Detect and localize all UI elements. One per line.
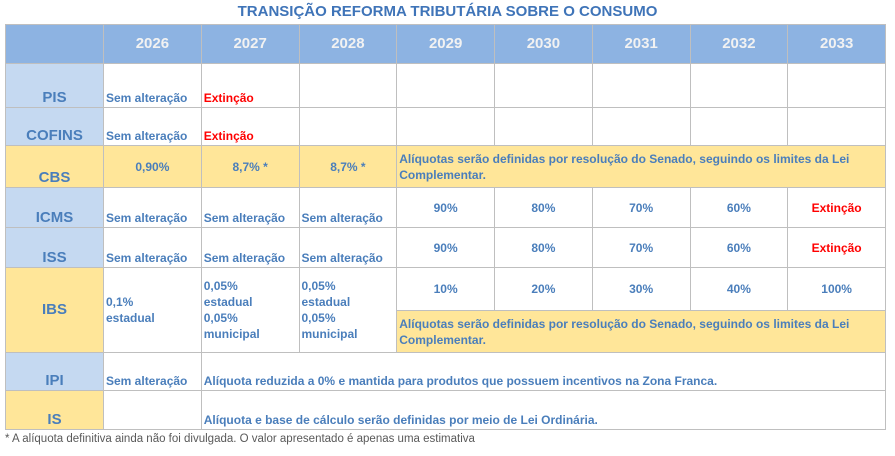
year: 2031 bbox=[591, 24, 691, 64]
year: 2033 bbox=[787, 24, 886, 64]
header-row: 2026 2027 2028 2029 2030 2031 2032 2033 bbox=[5, 24, 886, 64]
cell-text: 0,05% municipal bbox=[203, 311, 260, 341]
cell: 10% bbox=[396, 267, 495, 311]
year: 2032 bbox=[689, 24, 789, 64]
row-label: CBS bbox=[5, 145, 104, 188]
cell: 100% bbox=[787, 267, 886, 311]
cell: Extinção bbox=[200, 107, 300, 146]
cell-text: 0,05% municipal bbox=[301, 311, 358, 341]
row-label: PIS bbox=[5, 63, 104, 108]
cell: 90% bbox=[396, 187, 495, 228]
note: Alíquota reduzida a 0% e mantida para pr… bbox=[200, 352, 887, 391]
cell bbox=[298, 107, 398, 146]
row: IS Alíquota e base de cálculo serão defi… bbox=[5, 390, 887, 430]
cell: Sem alteração bbox=[103, 63, 202, 108]
cell bbox=[591, 63, 691, 108]
cell bbox=[494, 63, 593, 108]
cell bbox=[298, 63, 398, 108]
cell bbox=[787, 107, 886, 146]
cell: Sem alteração bbox=[298, 227, 398, 268]
row: ISS Sem alteração Sem alteração Sem alte… bbox=[5, 227, 886, 268]
note: Alíquotas serão definidas por resolução … bbox=[396, 310, 886, 353]
row: PIS Sem alteração Extinção bbox=[5, 63, 886, 108]
cell bbox=[396, 107, 495, 146]
cell: 0,05% estadual 0,05% municipal bbox=[298, 267, 398, 353]
cell: Extinção bbox=[787, 187, 886, 228]
row-label: ISS bbox=[5, 227, 104, 268]
row-label: ICMS bbox=[5, 187, 104, 228]
cell: 70% bbox=[591, 227, 691, 268]
cell bbox=[591, 107, 691, 146]
cell: 80% bbox=[494, 187, 593, 228]
row-label: IPI bbox=[5, 352, 104, 391]
row-label: IS bbox=[5, 390, 104, 430]
cell: 8,7% * bbox=[200, 145, 300, 188]
cell: 70% bbox=[591, 187, 691, 228]
cell bbox=[689, 63, 789, 108]
row: IPI Sem alteração Alíquota reduzida a 0%… bbox=[5, 352, 887, 391]
cell bbox=[787, 63, 886, 108]
cell: 30% bbox=[591, 267, 691, 311]
cell bbox=[689, 107, 789, 146]
title: TRANSIÇÃO REFORMA TRIBUTÁRIA SOBRE O CON… bbox=[237, 3, 658, 20]
row: COFINS Sem alteração Extinção bbox=[5, 107, 886, 146]
cell bbox=[494, 107, 593, 146]
year: 2026 bbox=[103, 24, 202, 64]
cell: 0,90% bbox=[103, 145, 202, 188]
footnote: * A alíquota definitiva ainda não foi di… bbox=[5, 433, 475, 445]
cell: 0,1% estadual bbox=[103, 267, 202, 353]
row: IBS 0,1% estadual 0,05% estadual 0,05% mu… bbox=[5, 267, 886, 353]
row: Alíquotas serão definidas por resolução … bbox=[6, 310, 886, 353]
cell-text: 0,05% estadual bbox=[301, 279, 351, 309]
row: ICMS Sem alteração Sem alteração Sem alt… bbox=[5, 187, 886, 228]
cell: Sem alteração bbox=[103, 187, 202, 228]
cell-text: 0,05% estadual bbox=[203, 279, 253, 309]
year: 2028 bbox=[298, 24, 398, 64]
cell: 80% bbox=[494, 227, 593, 268]
cell: 60% bbox=[689, 227, 789, 268]
cell: Sem alteração bbox=[200, 187, 300, 228]
row: CBS 0,90% 8,7% * 8,7% * Alíquotas serão … bbox=[5, 145, 886, 188]
note: Alíquotas serão definidas por resolução … bbox=[396, 145, 886, 188]
cell: 40% bbox=[689, 267, 789, 311]
cell: Sem alteração bbox=[103, 352, 202, 391]
cell bbox=[396, 63, 495, 108]
cell: Sem alteração bbox=[103, 107, 202, 146]
cell: Sem alteração bbox=[200, 227, 300, 268]
row-label: IBS bbox=[5, 267, 104, 353]
cell: 20% bbox=[494, 267, 593, 311]
cell: 60% bbox=[689, 187, 789, 228]
year: 2029 bbox=[396, 24, 495, 64]
cell: 0,05% estadual 0,05% municipal bbox=[200, 267, 300, 353]
year: 2030 bbox=[494, 24, 593, 64]
note: Alíquota e base de cálculo serão definid… bbox=[200, 390, 887, 430]
cell: Extinção bbox=[787, 227, 886, 268]
cell: 8,7% * bbox=[298, 145, 398, 188]
cell: Sem alteração bbox=[298, 187, 398, 228]
cell: 90% bbox=[396, 227, 495, 268]
cell: Extinção bbox=[200, 63, 300, 108]
cell: Sem alteração bbox=[103, 227, 202, 268]
cell bbox=[103, 390, 202, 430]
table: 2026 2027 2028 2029 2030 2031 2032 2033 … bbox=[5, 24, 887, 430]
corner bbox=[5, 24, 104, 64]
row-label: COFINS bbox=[5, 107, 104, 146]
cell-text: 0,1% estadual bbox=[106, 295, 155, 325]
year: 2027 bbox=[200, 24, 300, 64]
